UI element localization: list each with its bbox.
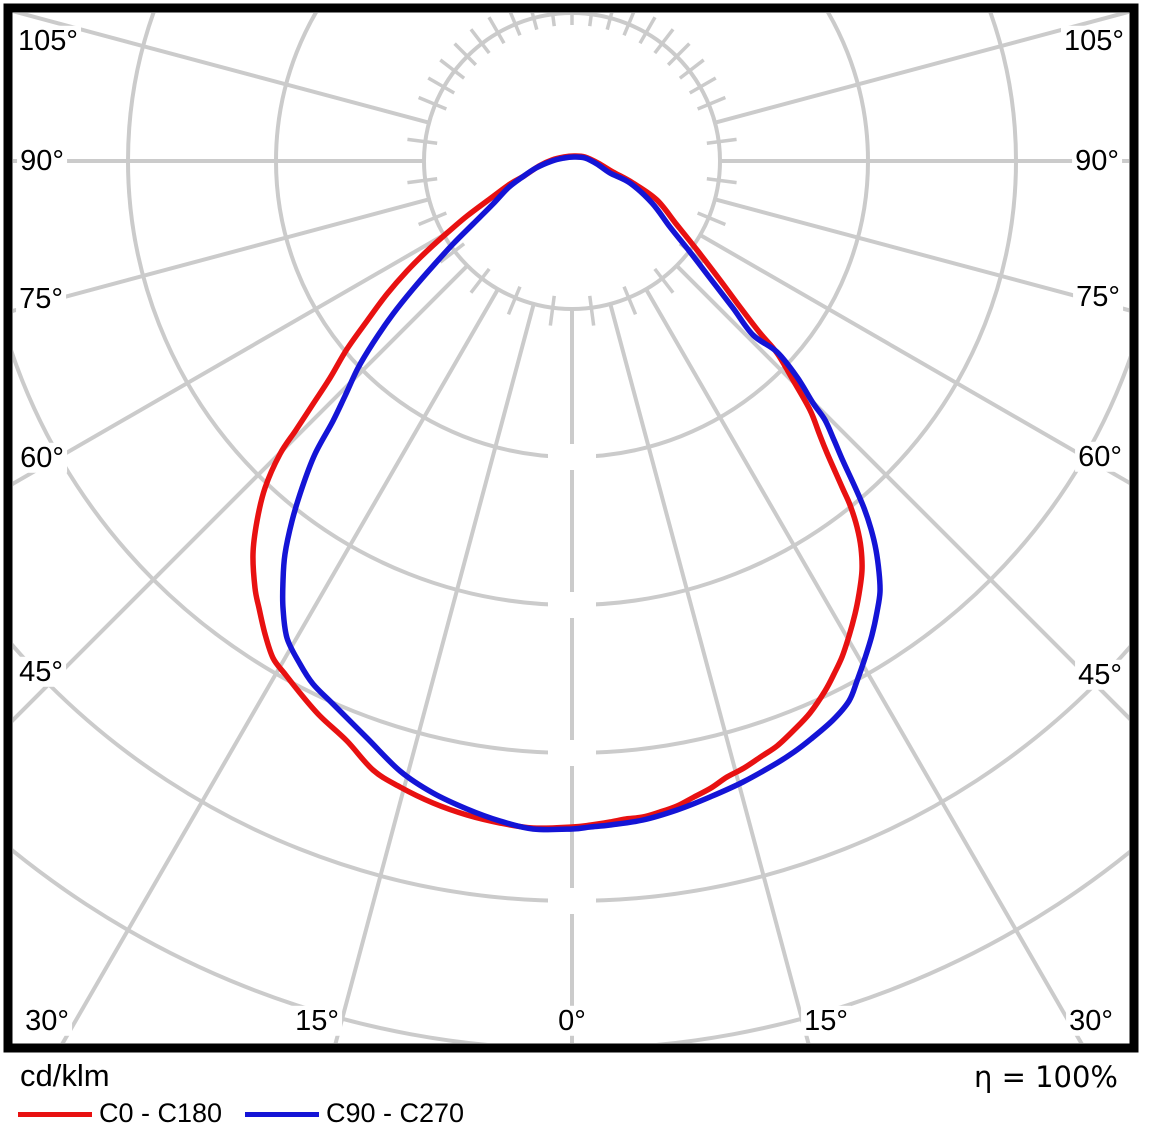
grid-ray-75	[714, 197, 1129, 313]
grid-ray-105	[714, 13, 1129, 125]
plot-frame	[3, 3, 1139, 1053]
grid-tick	[508, 13, 522, 37]
angle-label-right-75: 75°	[1073, 281, 1123, 312]
grid-tick	[653, 28, 675, 55]
ring-value-gap-2	[548, 444, 596, 470]
grid-tick	[469, 28, 491, 55]
polar-plot-canvas	[3, 3, 1139, 1053]
grid-ray--75	[13, 197, 430, 313]
grid-tick	[706, 137, 737, 145]
angle-label-left-45: 45°	[16, 656, 66, 687]
grid-tick	[506, 285, 522, 316]
grid-ray--105	[13, 13, 430, 125]
angle-label-left-90: 90°	[17, 145, 67, 176]
angle-label-right-105: 105°	[1061, 25, 1127, 56]
grid-tick	[638, 16, 657, 45]
angle-label-right-45: 45°	[1075, 659, 1125, 690]
intensity-curve-c0-c180	[250, 153, 865, 831]
legend-swatch-red-line	[18, 1112, 92, 1117]
grid-tick	[605, 13, 614, 31]
grid-ray-30	[644, 288, 1084, 1043]
grid-ray--15	[333, 303, 536, 1043]
grid-ray--60	[13, 233, 445, 487]
grid-ray--45	[13, 264, 469, 723]
grid-tick	[678, 58, 705, 80]
grid-tick	[696, 95, 727, 111]
grid-tick	[487, 16, 506, 45]
angle-label-left-75: 75°	[16, 283, 66, 314]
grid-tick	[696, 211, 727, 227]
grid-tick	[548, 295, 556, 326]
grid-tick	[706, 177, 737, 185]
ring-value-gap-3	[548, 592, 596, 618]
grid-tick	[653, 267, 675, 294]
intensity-curve-c90-c270	[279, 154, 883, 833]
grid-tick	[588, 295, 596, 326]
grid-tick	[550, 13, 556, 27]
angle-label-bottom-30: 30°	[22, 1005, 72, 1036]
angle-label-bottom-15: 15°	[292, 1005, 342, 1036]
angle-label-bottom-0: 0°	[555, 1005, 589, 1036]
grid-tick	[407, 137, 438, 145]
grid-ray-15	[608, 303, 811, 1043]
grid-tick	[469, 267, 491, 294]
efficiency-label: η = 100%	[973, 1060, 1118, 1094]
grid-tick	[530, 13, 539, 31]
ring-value-gap-4	[548, 740, 596, 766]
angle-label-left-60: 60°	[17, 442, 67, 473]
angle-label-left-105: 105°	[15, 25, 81, 56]
grid-tick	[427, 76, 456, 95]
grid-tick	[439, 242, 466, 264]
legend-label-c0-c180: C0 - C180	[99, 1098, 223, 1128]
angle-label-bottom-30: 30°	[1066, 1005, 1116, 1036]
grid-tick	[453, 42, 478, 67]
angle-label-right-60: 60°	[1075, 441, 1125, 472]
grid-tick	[407, 177, 438, 185]
angle-label-bottom-15: 15°	[801, 1005, 851, 1036]
grid-ray--30	[60, 288, 500, 1043]
grid-tick	[588, 13, 594, 27]
polar-grid	[13, 13, 1129, 1043]
grid-tick	[417, 95, 448, 111]
grid-ring-4	[13, 349, 1129, 755]
grid-tick	[688, 76, 717, 95]
grid-tick	[439, 58, 466, 80]
unit-label: cd/klm	[20, 1058, 110, 1093]
grid-tick	[417, 211, 448, 227]
ring-value-gap-5	[548, 888, 596, 914]
grid-tick	[622, 285, 638, 316]
angle-label-right-90: 90°	[1072, 145, 1122, 176]
grid-tick	[622, 13, 636, 37]
legend-swatch-blue-line	[245, 1112, 319, 1117]
legend-label-c90-c270: C90 - C270	[326, 1098, 465, 1128]
grid-tick	[666, 42, 691, 67]
grid-ray-45	[675, 264, 1129, 721]
grid-ray-60	[699, 233, 1129, 485]
